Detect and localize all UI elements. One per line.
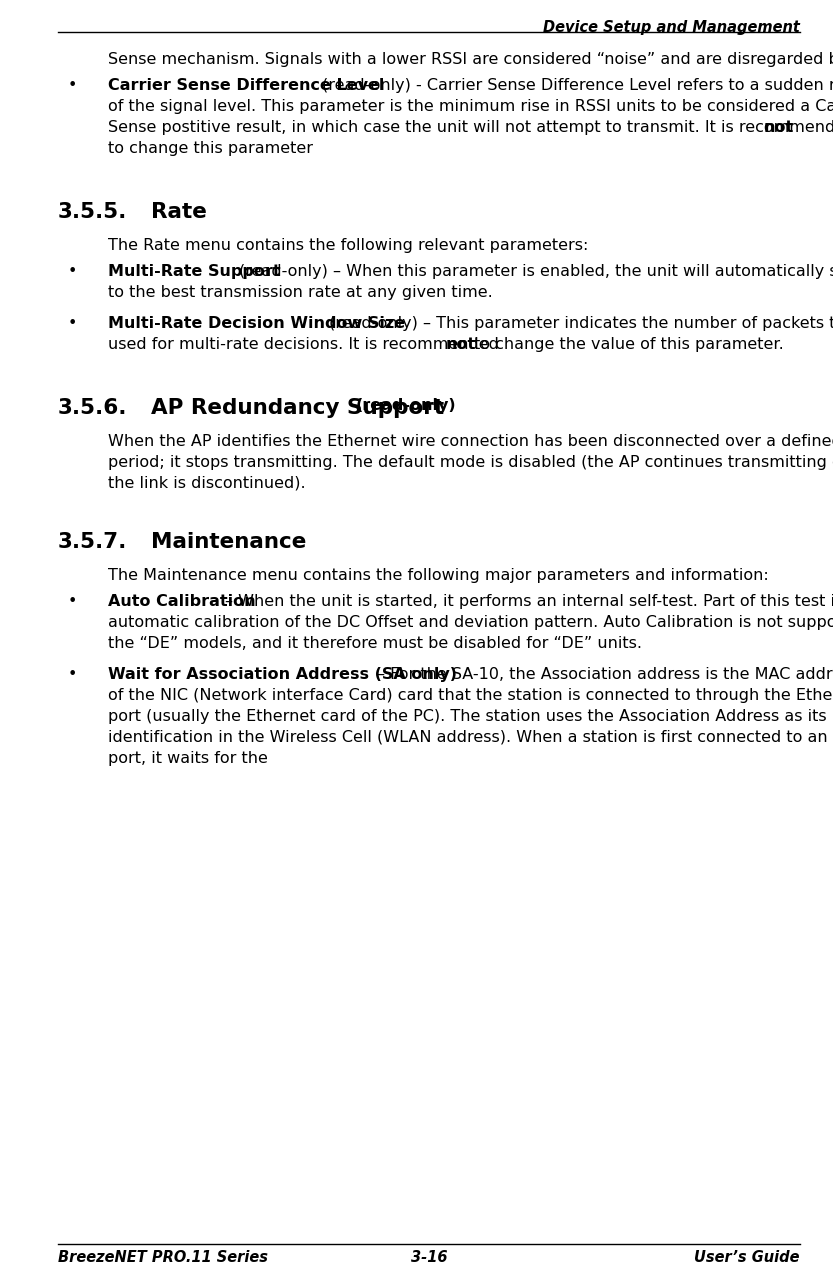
Text: Auto Calibration: Auto Calibration: [108, 594, 256, 609]
Text: (read-only) – When this parameter is enabled, the unit will automatically switch: (read-only) – When this parameter is ena…: [239, 264, 833, 279]
Text: Multi-Rate Decision Window Size: Multi-Rate Decision Window Size: [108, 316, 405, 331]
Text: to the best transmission rate at any given time.: to the best transmission rate at any giv…: [108, 286, 493, 299]
Text: •: •: [68, 594, 77, 609]
Text: AP Redundancy Support: AP Redundancy Support: [151, 398, 451, 418]
Text: 3.5.6.: 3.5.6.: [58, 398, 127, 418]
Text: Maintenance: Maintenance: [151, 532, 307, 552]
Text: Multi-Rate Support: Multi-Rate Support: [108, 264, 281, 279]
Text: to change the value of this parameter.: to change the value of this parameter.: [474, 336, 784, 352]
Text: •: •: [68, 77, 77, 93]
Text: •: •: [68, 316, 77, 331]
Text: – When the unit is started, it performs an internal self-test. Part of this test: – When the unit is started, it performs …: [225, 594, 833, 609]
Text: 3.5.7.: 3.5.7.: [58, 532, 127, 552]
Text: of the NIC (Network interface Card) card that the station is connected to throug: of the NIC (Network interface Card) card…: [108, 688, 833, 703]
Text: Device Setup and Management: Device Setup and Management: [543, 20, 800, 36]
Text: – For the SA-10, the Association address is the MAC address: – For the SA-10, the Association address…: [377, 666, 833, 681]
Text: 3-16: 3-16: [411, 1250, 447, 1265]
Text: •: •: [68, 264, 77, 279]
Text: of the signal level. This parameter is the minimum rise in RSSI units to be cons: of the signal level. This parameter is t…: [108, 99, 833, 114]
Text: 3.5.5.: 3.5.5.: [58, 202, 127, 222]
Text: Wait for Association Address (SA only): Wait for Association Address (SA only): [108, 666, 457, 681]
Text: used for multi-rate decisions. It is recommended: used for multi-rate decisions. It is rec…: [108, 336, 499, 352]
Text: not: not: [764, 121, 794, 135]
Text: not: not: [446, 336, 476, 352]
Text: Rate: Rate: [151, 202, 207, 222]
Text: the link is discontinued).: the link is discontinued).: [108, 476, 306, 491]
Text: Sense postitive result, in which case the unit will not attempt to transmit. It : Sense postitive result, in which case th…: [108, 121, 833, 135]
Text: (read-only) – This parameter indicates the number of packets to be: (read-only) – This parameter indicates t…: [329, 316, 833, 331]
Text: BreezeNET PRO.11 Series: BreezeNET PRO.11 Series: [58, 1250, 268, 1265]
Text: Sense mechanism. Signals with a lower RSSI are considered “noise” and are disreg: Sense mechanism. Signals with a lower RS…: [108, 52, 833, 67]
Text: •: •: [68, 666, 77, 681]
Text: period; it stops transmitting. The default mode is disabled (the AP continues tr: period; it stops transmitting. The defau…: [108, 454, 833, 470]
Text: (read-only) - Carrier Sense Difference Level refers to a sudden rise: (read-only) - Carrier Sense Difference L…: [322, 77, 833, 93]
Text: to change this parameter: to change this parameter: [108, 141, 313, 156]
Text: port (usually the Ethernet card of the PC). The station uses the Association Add: port (usually the Ethernet card of the P…: [108, 708, 826, 723]
Text: User’s Guide: User’s Guide: [695, 1250, 800, 1265]
Text: port, it waits for the: port, it waits for the: [108, 751, 268, 765]
Text: (read-only): (read-only): [356, 398, 456, 412]
Text: automatic calibration of the DC Offset and deviation pattern. Auto Calibration i: automatic calibration of the DC Offset a…: [108, 614, 833, 629]
Text: the “DE” models, and it therefore must be disabled for “DE” units.: the “DE” models, and it therefore must b…: [108, 636, 642, 651]
Text: The Rate menu contains the following relevant parameters:: The Rate menu contains the following rel…: [108, 237, 588, 253]
Text: identification in the Wireless Cell (WLAN address). When a station is first conn: identification in the Wireless Cell (WLA…: [108, 730, 833, 745]
Text: Carrier Sense Difference Level: Carrier Sense Difference Level: [108, 77, 384, 93]
Text: When the AP identifies the Ethernet wire connection has been disconnected over a: When the AP identifies the Ethernet wire…: [108, 434, 833, 449]
Text: The Maintenance menu contains the following major parameters and information:: The Maintenance menu contains the follow…: [108, 567, 769, 582]
